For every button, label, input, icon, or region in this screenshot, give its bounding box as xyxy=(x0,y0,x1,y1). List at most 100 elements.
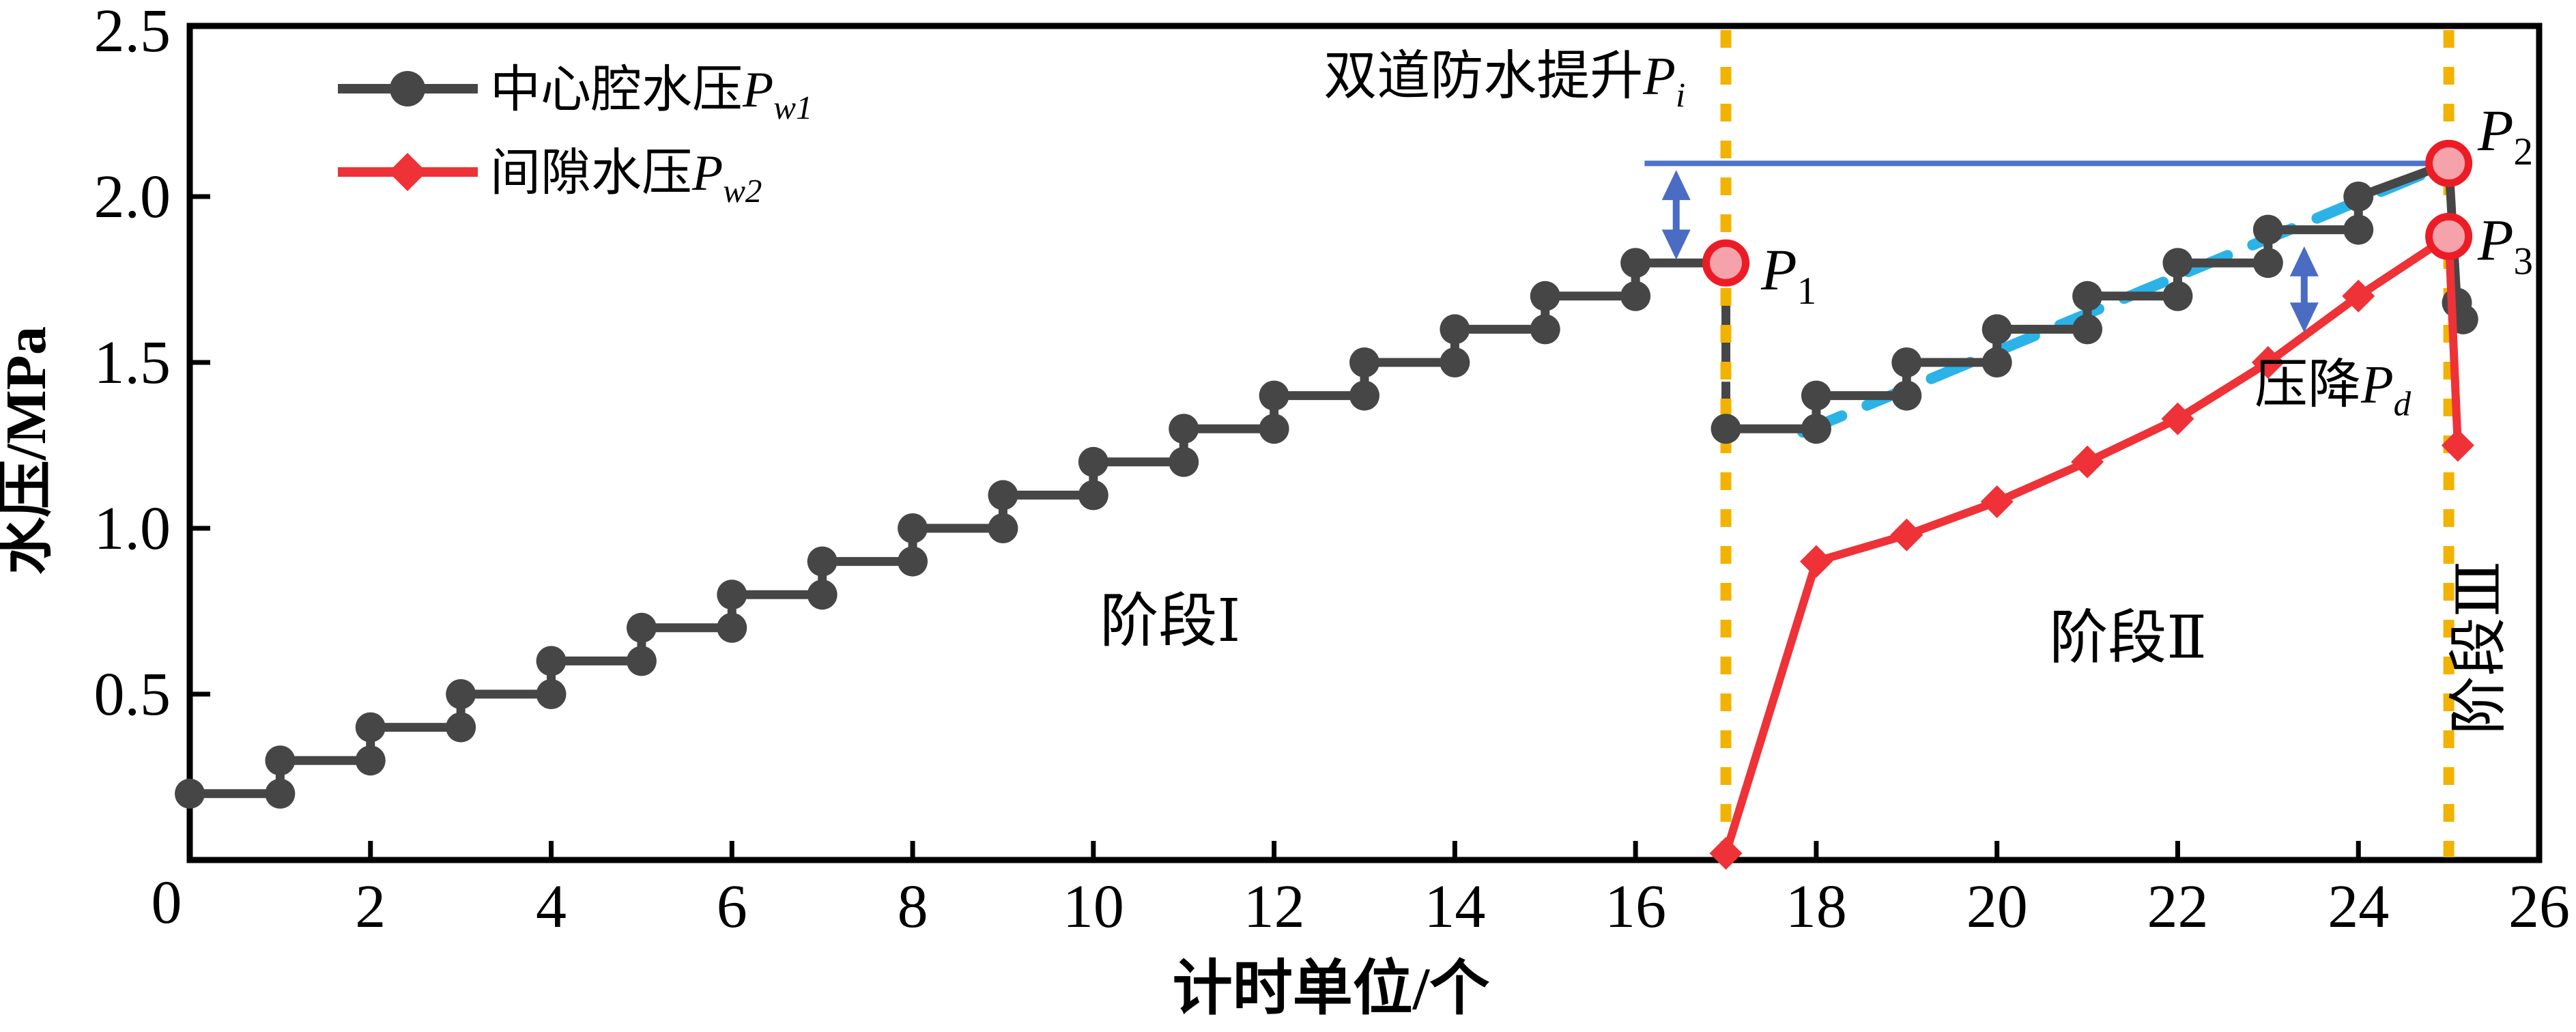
pw1-marker xyxy=(2343,182,2374,212)
pw1-marker xyxy=(1169,414,1199,444)
x-tick-label: 24 xyxy=(2328,873,2389,941)
pw1-marker xyxy=(2252,214,2283,245)
pw1-marker xyxy=(898,546,928,577)
pw2-marker xyxy=(1890,518,1923,551)
pw1-marker xyxy=(1801,380,1831,411)
pw1-marker xyxy=(626,612,657,643)
pw1-marker xyxy=(175,778,205,809)
pw1-line-1 xyxy=(1726,159,2450,433)
y-tick-label: 2.5 xyxy=(94,0,171,65)
pw1-marker xyxy=(717,612,747,643)
pw1-marker xyxy=(2252,248,2283,278)
keypoint-label-P3: P3 xyxy=(2477,207,2533,283)
pw1-marker xyxy=(536,646,567,676)
y-axis-title: 水压/MPa xyxy=(0,326,58,575)
annotation-pressure-drop: 压降Pd xyxy=(2255,354,2412,423)
annotation-phase-1: 阶段Ⅰ xyxy=(1100,588,1240,654)
keypoint-label-P2: P2 xyxy=(2477,98,2533,173)
x-tick-label: 16 xyxy=(1605,873,1666,941)
pw2-marker xyxy=(1980,485,2014,519)
pw1-marker xyxy=(2072,281,2103,311)
x-axis-title: 计时单位/个 xyxy=(1173,956,1489,1022)
x-tick-label: 26 xyxy=(2508,873,2570,941)
arrow-head-down xyxy=(2289,302,2319,333)
pw1-marker xyxy=(265,778,296,809)
y-tick-label: 1.0 xyxy=(94,495,171,562)
pw1-marker xyxy=(265,745,296,776)
plot-frame xyxy=(186,23,2543,863)
pw1-marker xyxy=(1440,347,1470,377)
pw1-marker xyxy=(2162,248,2193,278)
y-tick-label: 1.5 xyxy=(94,329,171,397)
x-tick-label: 6 xyxy=(717,873,747,941)
x-tick-label: 12 xyxy=(1244,873,1305,941)
keypoint-P1 xyxy=(1702,239,1750,287)
x-tick-label: 14 xyxy=(1424,873,1485,941)
pw2-marker xyxy=(2071,445,2104,478)
pw1-marker xyxy=(1349,347,1379,377)
pw1-marker xyxy=(1891,347,1922,377)
pw1-marker xyxy=(807,546,838,577)
arrow-head-up xyxy=(2289,246,2319,276)
pw2-marker xyxy=(1709,837,1743,870)
pw1-marker xyxy=(1078,480,1108,511)
pw1-marker xyxy=(1891,380,1922,411)
y-tick-label: 2.0 xyxy=(94,163,171,231)
legend-marker-pw2 xyxy=(388,153,427,191)
pw2-marker xyxy=(2161,402,2194,435)
annotation-phase-3: 阶段Ⅲ xyxy=(2446,560,2511,734)
pw1-marker xyxy=(446,712,476,743)
pw1-marker xyxy=(1530,314,1560,345)
x-tick-label: 18 xyxy=(1786,873,1847,941)
pw1-marker xyxy=(355,712,386,743)
keypoint-P2 xyxy=(2425,139,2473,187)
pw1-marker xyxy=(1530,281,1560,311)
x-tick-label: 2 xyxy=(355,873,386,941)
pw1-line-0 xyxy=(190,258,1726,799)
pw2-marker xyxy=(2342,279,2375,313)
x-tick-label: 20 xyxy=(1966,873,2028,941)
origin-tick-label: 0 xyxy=(152,869,182,936)
pw1-marker xyxy=(2343,214,2374,245)
pw1-marker xyxy=(988,513,1018,543)
x-tick-label: 4 xyxy=(536,873,567,941)
annotation-phase-2: 阶段Ⅱ xyxy=(2049,605,2206,671)
pw1-marker xyxy=(1169,446,1199,477)
pw1-marker xyxy=(446,679,476,709)
arrow-head-down xyxy=(1661,229,1691,260)
pw1-marker xyxy=(1801,414,1831,444)
pw1-marker xyxy=(626,646,657,676)
keypoint-P3 xyxy=(2425,212,2473,260)
legend-label-pw1: 中心腔水压Pw1 xyxy=(490,62,812,126)
pw1-marker xyxy=(1620,248,1651,278)
x-tick-label: 8 xyxy=(898,873,928,941)
pw1-marker xyxy=(807,579,838,610)
x-tick-label: 10 xyxy=(1063,873,1124,941)
pw1-marker xyxy=(355,745,386,776)
pw1-marker xyxy=(1981,347,2012,377)
x-tick-label: 22 xyxy=(2147,873,2208,941)
keypoint-label-P1: P1 xyxy=(1760,237,1816,313)
pw1-marker xyxy=(2162,281,2193,311)
pw1-marker xyxy=(1078,446,1108,477)
y-tick-label: 0.5 xyxy=(94,661,171,728)
pw1-marker xyxy=(1259,380,1289,411)
pw1-marker xyxy=(2072,314,2103,345)
pw2-line-0 xyxy=(1721,232,2462,855)
pw1-marker xyxy=(1349,380,1379,411)
pw1-marker xyxy=(1259,414,1289,444)
pw1-marker xyxy=(1981,314,2012,345)
pw1-marker xyxy=(1440,314,1470,345)
pw1-marker xyxy=(1711,414,1741,444)
annotation-waterproof-lift: 双道防水提升Pi xyxy=(1323,46,1685,115)
pw2-marker xyxy=(1799,545,1833,578)
pw1-marker xyxy=(988,480,1018,511)
legend-label-pw2: 间隙水压Pw2 xyxy=(490,145,762,210)
pw1-marker xyxy=(898,513,928,543)
pw2-marker xyxy=(2441,429,2474,462)
pw1-marker xyxy=(1620,281,1651,311)
arrow-head-up xyxy=(1661,170,1691,201)
pw1-marker xyxy=(717,579,747,610)
